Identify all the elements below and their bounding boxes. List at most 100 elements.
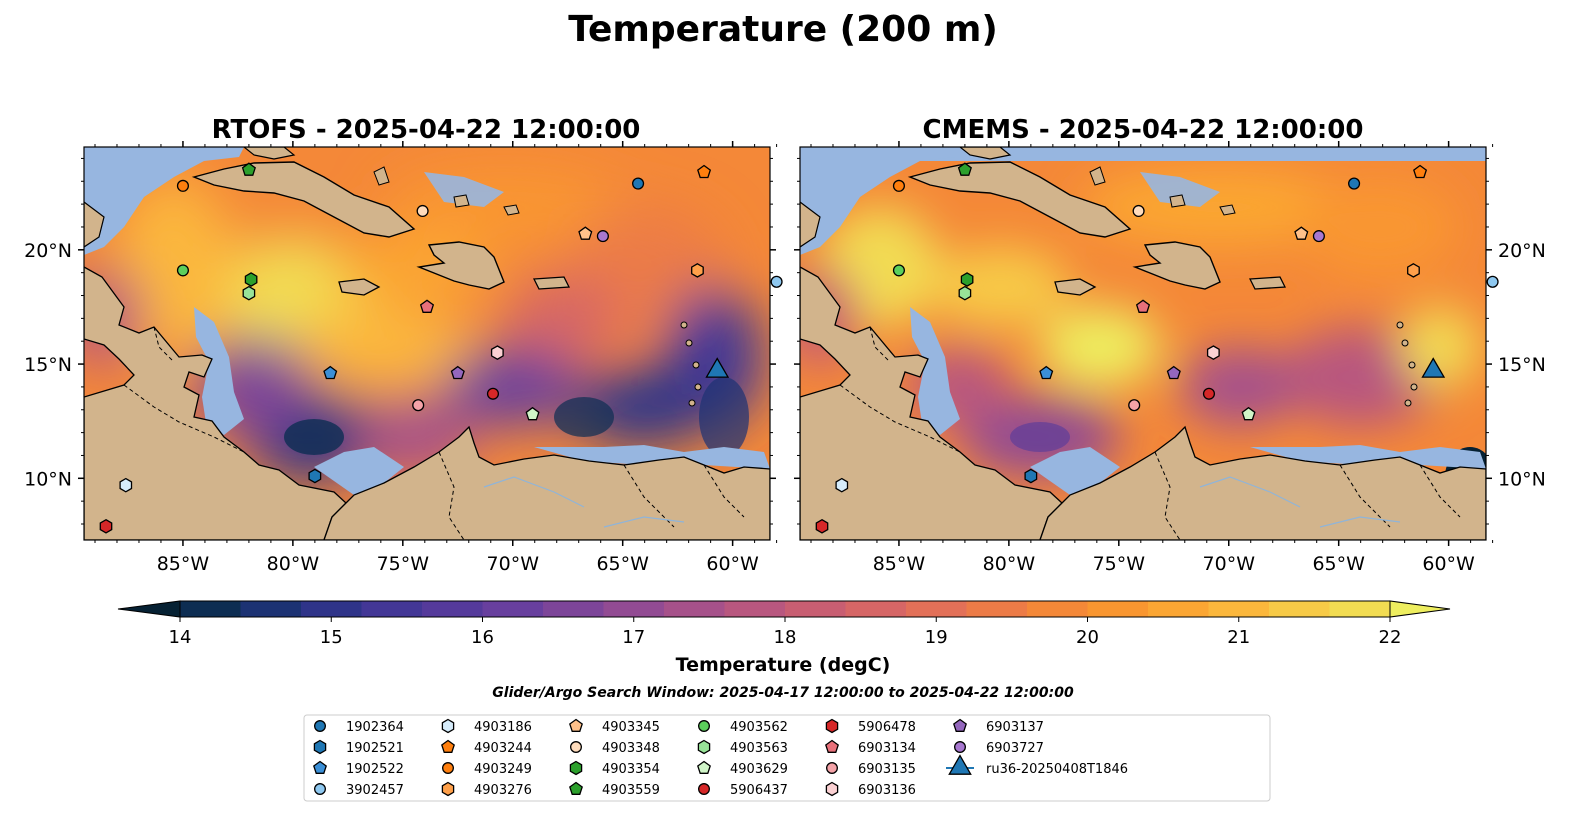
legend-marker-icon — [441, 739, 455, 753]
legend-label: 4903563 — [730, 741, 788, 756]
legend-item: 4903559 — [569, 781, 660, 798]
legend-item: 4903354 — [569, 760, 660, 777]
float-marker-ru36-20250408T1846 — [1421, 357, 1446, 378]
float-marker-5906478 — [99, 518, 113, 534]
x-tick-label: 80°W — [983, 553, 1036, 575]
float-marker-1902521 — [1024, 468, 1038, 484]
legend-label: 6903135 — [858, 762, 916, 777]
colorbar-tick-label: 15 — [320, 627, 343, 648]
legend-item: 6903137 — [953, 718, 1044, 735]
panel-title-rtofs: RTOFS - 2025-04-22 12:00:00 — [212, 115, 641, 145]
colorbar-segment — [724, 601, 786, 617]
float-marker-4903562 — [176, 264, 190, 277]
colorbar-segment — [1148, 601, 1209, 617]
legend-marker-icon — [569, 718, 583, 732]
legend-marker-icon — [698, 783, 710, 795]
x-tick-label: 85°W — [157, 553, 210, 575]
colorbar-segment — [906, 601, 967, 617]
legend-marker-icon — [313, 739, 327, 755]
colorbar-segment — [1269, 601, 1330, 617]
float-marker-4903249 — [892, 179, 906, 192]
legend-label: 4903186 — [474, 720, 532, 735]
legend-marker-icon — [314, 720, 326, 732]
float-markers-rtofs — [99, 162, 783, 534]
float-marker-4903562 — [892, 264, 906, 277]
float-marker-6903135 — [412, 399, 425, 412]
float-marker-5906437 — [1202, 387, 1216, 400]
legend-item: 6903136 — [825, 781, 916, 798]
legend-label: 4903354 — [602, 762, 660, 777]
legend-item: 5906437 — [698, 783, 788, 798]
y-tick-label: 15°N — [1498, 354, 1546, 376]
legend-label: 6903136 — [858, 783, 916, 798]
legend-marker-icon — [953, 718, 967, 732]
float-marker-4903559 — [957, 162, 972, 176]
float-marker-1902364 — [632, 177, 645, 190]
y-tick-label: 10°N — [24, 468, 72, 490]
legend-item: 4903345 — [569, 718, 660, 735]
legend-item: 6903134 — [825, 739, 916, 756]
panel-rtofs: RTOFS - 2025-04-22 12:00:00 — [83, 115, 783, 541]
y-tick-label: 10°N — [1498, 468, 1546, 490]
legend-marker-icon — [825, 739, 839, 753]
legend-item: 6903135 — [826, 762, 916, 777]
colorbar-segment — [1087, 601, 1149, 617]
float-marker-6903134 — [1135, 299, 1151, 313]
float-marker-1902364 — [1348, 177, 1361, 190]
float-marker-4903345 — [1294, 226, 1309, 240]
float-marker-6903134 — [419, 299, 435, 313]
float-marker-3902457 — [770, 275, 783, 288]
legend-marker-icon — [441, 781, 455, 797]
legend-label: 4903244 — [474, 741, 532, 756]
x-tick-label: 75°W — [377, 553, 430, 575]
float-marker-4903354 — [244, 272, 258, 287]
float-marker-1902522 — [323, 365, 338, 380]
legend-marker-icon — [697, 760, 711, 774]
legend-marker-icon — [441, 718, 455, 734]
float-marker-4903348 — [416, 204, 429, 218]
legend-item: 4903186 — [441, 718, 532, 735]
legend-label: ru36-20250408T1846 — [986, 762, 1128, 777]
legend-marker-icon — [442, 762, 454, 774]
colorbar-tick-label: 16 — [471, 627, 494, 648]
colorbar-tick-label: 14 — [169, 627, 192, 648]
float-marker-1902522 — [1039, 365, 1054, 380]
legend-item: 4903562 — [698, 720, 788, 735]
legend-marker-icon — [825, 781, 839, 797]
legend-item: ru36-20250408T1846 — [946, 754, 1128, 777]
legend-item: 4903276 — [441, 781, 532, 798]
colorbar-tick-label: 20 — [1076, 627, 1099, 648]
legend-label: 1902521 — [346, 741, 404, 756]
float-marker-6903137 — [1166, 365, 1181, 380]
colorbar-segment — [1027, 601, 1088, 617]
float-marker-4903249 — [176, 179, 190, 192]
colorbar-tick-label: 21 — [1227, 627, 1250, 648]
legend-marker-icon — [314, 783, 326, 795]
colorbar-segment — [361, 601, 423, 617]
float-marker-4903244 — [1413, 164, 1428, 179]
colorbar-segment — [664, 601, 725, 617]
panel-title-cmems: CMEMS - 2025-04-22 12:00:00 — [923, 115, 1364, 145]
x-tick-label: 85°W — [873, 553, 926, 575]
legend-item: 1902521 — [313, 739, 404, 756]
float-marker-4903629 — [1241, 406, 1256, 421]
legend-marker-icon — [948, 754, 972, 775]
legend-label: 4903345 — [602, 720, 660, 735]
x-tick-label: 80°W — [267, 553, 320, 575]
y-tick-label: 20°N — [24, 240, 72, 262]
legend-label: 3902457 — [346, 783, 404, 798]
legend-item: 6903727 — [954, 741, 1044, 756]
float-marker-4903345 — [578, 226, 593, 240]
legend-label: 1902364 — [346, 720, 404, 735]
float-marker-6903135 — [1128, 399, 1141, 412]
x-tick-label: 75°W — [1093, 553, 1146, 575]
legend-marker-icon — [570, 741, 582, 753]
float-marker-5906437 — [486, 387, 500, 400]
float-marker-4903559 — [241, 162, 256, 176]
x-tick-label: 60°W — [1422, 553, 1475, 575]
float-marker-4903276 — [1407, 263, 1420, 278]
x-tick-label: 70°W — [1203, 553, 1256, 575]
legend-item: 1902522 — [313, 760, 404, 777]
legend-label: 4903562 — [730, 720, 788, 735]
